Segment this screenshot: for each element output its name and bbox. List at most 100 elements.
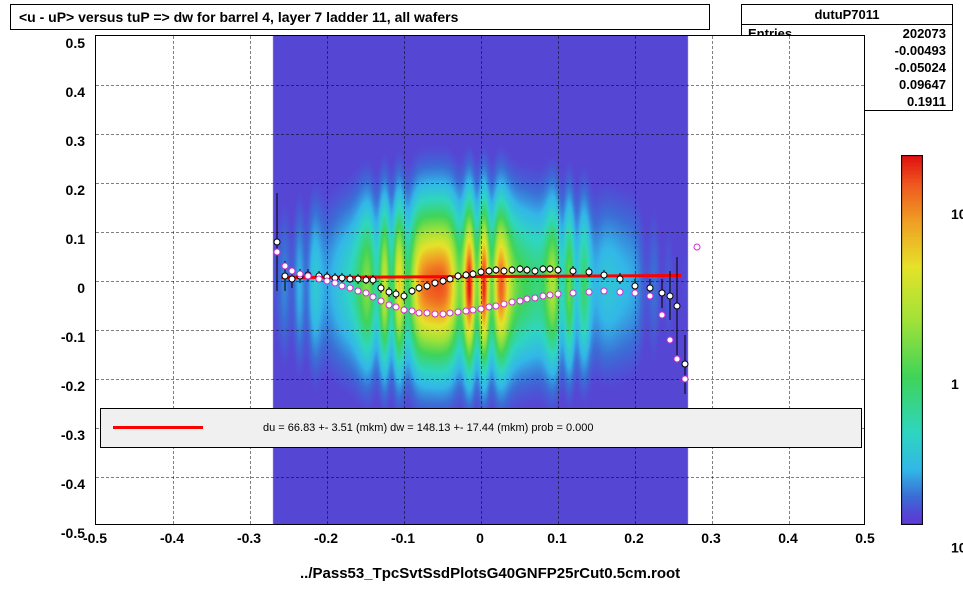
data-marker (454, 273, 461, 280)
data-marker (485, 304, 492, 311)
data-marker (385, 301, 392, 308)
colorbar-tick: 1 (951, 376, 959, 392)
data-marker (401, 307, 408, 314)
data-marker (616, 288, 623, 295)
data-marker (555, 291, 562, 298)
x-tick: -0.5 (83, 530, 107, 546)
data-marker (439, 278, 446, 285)
colorbar-tick: 10 (951, 206, 963, 222)
data-marker (470, 270, 477, 277)
data-marker (281, 273, 288, 280)
data-marker (462, 272, 469, 279)
data-marker (547, 265, 554, 272)
data-marker (377, 297, 384, 304)
stats-name: dutuP7011 (742, 5, 952, 25)
x-tick: 0.2 (624, 530, 643, 546)
data-marker (362, 290, 369, 297)
x-tick: 0.3 (701, 530, 720, 546)
data-marker (416, 285, 423, 292)
data-marker (516, 265, 523, 272)
plot-title-text: <u - uP> versus tuP => dw for barrel 4, … (19, 9, 458, 25)
data-marker (347, 285, 354, 292)
data-marker (524, 296, 531, 303)
data-marker (555, 267, 562, 274)
data-marker (524, 267, 531, 274)
data-marker (385, 288, 392, 295)
data-marker (454, 309, 461, 316)
data-marker (408, 308, 415, 315)
data-marker (485, 268, 492, 275)
data-marker (547, 292, 554, 299)
footer-filename: ../Pass53_TpcSvtSsdPlotsG40GNFP25rCut0.5… (300, 565, 680, 582)
plot-title: <u - uP> versus tuP => dw for barrel 4, … (10, 4, 710, 30)
data-marker (616, 275, 623, 282)
x-tick: -0.3 (237, 530, 261, 546)
data-marker (647, 292, 654, 299)
data-marker (493, 302, 500, 309)
data-marker (666, 336, 673, 343)
data-marker (674, 356, 681, 363)
data-marker (632, 282, 639, 289)
data-marker (658, 312, 665, 319)
x-tick: 0.4 (778, 530, 797, 546)
colorbar (901, 155, 923, 525)
x-tick: 0 (476, 530, 484, 546)
heatmap (96, 36, 864, 524)
data-marker (693, 243, 700, 250)
data-marker (339, 282, 346, 289)
data-marker (601, 272, 608, 279)
data-marker (393, 290, 400, 297)
data-marker (539, 293, 546, 300)
x-tick: -0.2 (314, 530, 338, 546)
plot-area: du = 66.83 +- 3.51 (mkm) dw = 148.13 +- … (95, 35, 865, 525)
data-marker (647, 285, 654, 292)
data-marker (674, 302, 681, 309)
data-marker (462, 308, 469, 315)
data-marker (339, 275, 346, 282)
legend-line-icon (113, 426, 203, 429)
data-marker (570, 289, 577, 296)
data-marker (439, 310, 446, 317)
data-marker (431, 280, 438, 287)
data-marker (531, 294, 538, 301)
data-marker (666, 292, 673, 299)
data-marker (304, 273, 311, 280)
data-marker (570, 268, 577, 275)
data-marker (331, 280, 338, 287)
data-marker (370, 293, 377, 300)
data-marker (316, 275, 323, 282)
fit-legend: du = 66.83 +- 3.51 (mkm) dw = 148.13 +- … (100, 408, 862, 447)
data-marker (501, 268, 508, 275)
data-marker (424, 282, 431, 289)
x-tick: 0.1 (547, 530, 566, 546)
data-marker (289, 268, 296, 275)
data-marker (585, 288, 592, 295)
data-marker (478, 269, 485, 276)
data-marker (447, 310, 454, 317)
data-marker (501, 301, 508, 308)
data-marker (297, 270, 304, 277)
data-marker (347, 275, 354, 282)
data-marker (377, 285, 384, 292)
data-marker (682, 376, 689, 383)
legend-text: du = 66.83 +- 3.51 (mkm) dw = 148.13 +- … (263, 422, 593, 434)
data-marker (601, 288, 608, 295)
data-marker (354, 276, 361, 283)
data-marker (539, 266, 546, 273)
data-marker (493, 267, 500, 274)
data-marker (408, 287, 415, 294)
data-marker (324, 278, 331, 285)
colorbar-gradient (901, 155, 923, 525)
data-marker (658, 290, 665, 297)
data-marker (416, 309, 423, 316)
x-tick: -0.1 (391, 530, 415, 546)
data-marker (585, 269, 592, 276)
data-marker (682, 361, 689, 368)
data-marker (273, 238, 280, 245)
data-marker (273, 248, 280, 255)
data-marker (632, 290, 639, 297)
data-marker (447, 275, 454, 282)
data-marker (281, 263, 288, 270)
data-marker (531, 268, 538, 275)
data-marker (401, 292, 408, 299)
